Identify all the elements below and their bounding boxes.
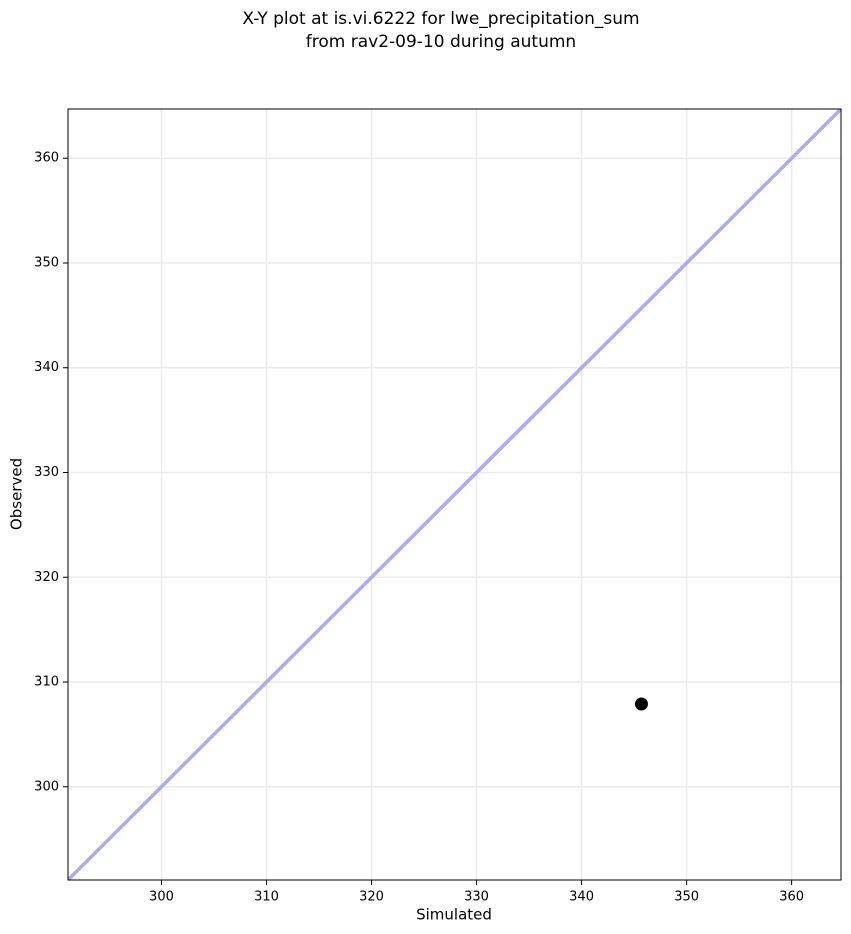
chart-title: X-Y plot at is.vi.6222 for lwe_precipita… — [242, 9, 639, 29]
y-tick-label: 360 — [34, 151, 59, 166]
y-tick-label: 350 — [34, 255, 59, 270]
y-tick-label: 320 — [34, 570, 59, 585]
y-axis-label: Observed — [8, 458, 26, 530]
x-tick-label: 330 — [464, 890, 489, 905]
x-tick-label: 300 — [149, 890, 174, 905]
plot-area — [68, 109, 841, 880]
y-tick-label: 340 — [34, 360, 59, 375]
y-tick-label: 310 — [34, 675, 59, 690]
identity-line — [68, 109, 841, 880]
x-tick-label: 320 — [359, 890, 384, 905]
x-tick-label: 310 — [254, 890, 279, 905]
chart-subtitle: from rav2-09-10 during autumn — [306, 32, 576, 52]
y-tick-label: 330 — [34, 465, 59, 480]
x-tick-label: 360 — [779, 890, 804, 905]
x-tick-label: 350 — [674, 890, 699, 905]
plot-frame — [67, 108, 842, 881]
x-axis-label: Simulated — [416, 906, 492, 924]
y-tick-label: 300 — [34, 779, 59, 794]
x-tick-label: 340 — [569, 890, 594, 905]
point — [634, 697, 648, 711]
